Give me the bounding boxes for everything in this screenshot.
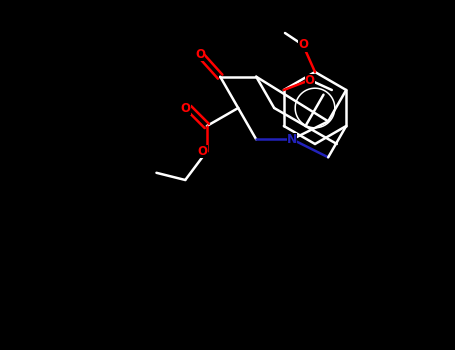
- Text: O: O: [198, 145, 208, 158]
- Text: N: N: [287, 133, 298, 146]
- Text: O: O: [195, 48, 205, 61]
- Text: O: O: [298, 38, 308, 51]
- Text: O: O: [181, 102, 191, 114]
- Text: O: O: [305, 74, 315, 86]
